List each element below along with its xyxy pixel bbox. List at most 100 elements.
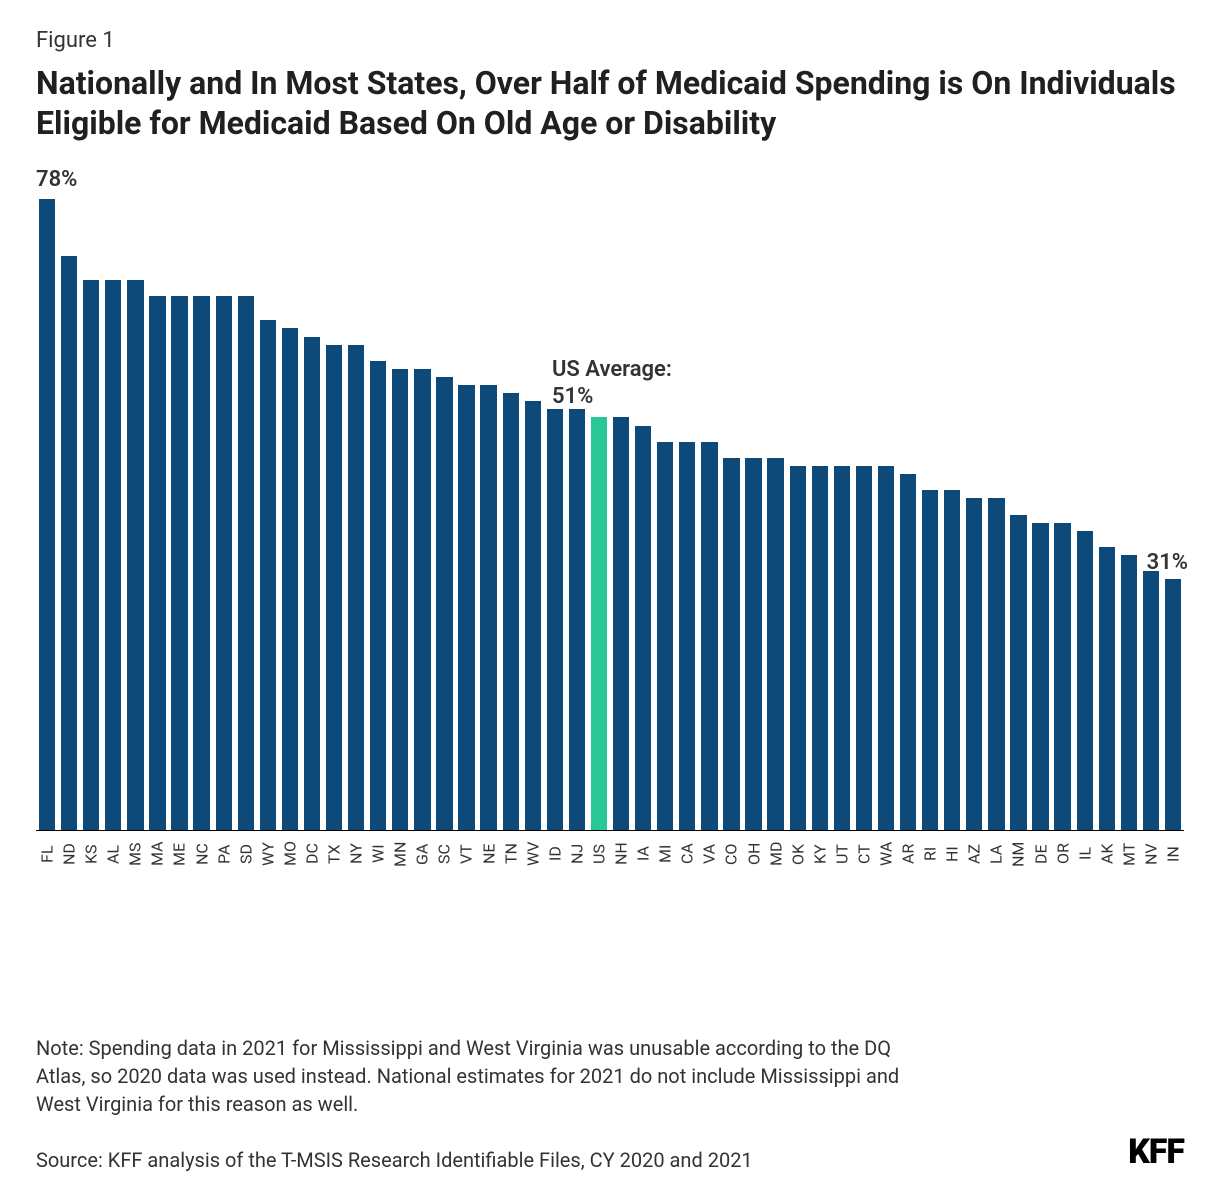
x-tick-label: OH <box>743 837 765 873</box>
bar-slot <box>433 199 455 830</box>
x-tick-label: KY <box>809 837 831 873</box>
bar-IN <box>1165 579 1181 830</box>
bar-slot <box>897 199 919 830</box>
bar-slot <box>146 199 168 830</box>
bar-slot <box>367 199 389 830</box>
bar-SD <box>238 296 254 830</box>
x-tick-label: TN <box>500 837 522 873</box>
figure-page: Figure 1 Nationally and In Most States, … <box>0 0 1220 1196</box>
bar-TN <box>503 393 519 830</box>
bar-slot <box>1074 199 1096 830</box>
bar-MA <box>149 296 165 830</box>
bar-OK <box>790 466 806 830</box>
bar-slot <box>787 199 809 830</box>
bar-slot <box>191 199 213 830</box>
bar-slot <box>1140 199 1162 830</box>
x-tick-label: NH <box>610 837 632 873</box>
bar-slot <box>941 199 963 830</box>
x-tick-label: CA <box>676 837 698 873</box>
x-tick-label: WI <box>367 837 389 873</box>
x-tick-label: PA <box>213 837 235 873</box>
x-tick-label: OK <box>787 837 809 873</box>
bar-MS <box>127 280 143 830</box>
x-tick-label: DC <box>301 837 323 873</box>
x-tick-label: NM <box>1007 837 1029 873</box>
bar-NC <box>193 296 209 830</box>
x-tick-label: VA <box>698 837 720 873</box>
bar-slot <box>124 199 146 830</box>
x-tick-label: GA <box>411 837 433 873</box>
x-tick-label: UT <box>831 837 853 873</box>
x-tick-label: ME <box>168 837 190 873</box>
x-tick-label: TX <box>323 837 345 873</box>
bar-slot <box>80 199 102 830</box>
bar-slot <box>345 199 367 830</box>
bar-slot <box>102 199 124 830</box>
bar-slot <box>698 199 720 830</box>
bar-slot <box>36 199 58 830</box>
bar-slot <box>544 199 566 830</box>
bar-slot <box>875 199 897 830</box>
bar-slot <box>588 199 610 830</box>
bar-MI <box>657 442 673 830</box>
bar-NH <box>613 417 629 830</box>
bar-ND <box>61 256 77 830</box>
bar-RI <box>922 490 938 830</box>
bar-chart: 78% US Average: 51% 31% <box>36 171 1184 831</box>
bar-OR <box>1054 523 1070 830</box>
bar-ME <box>171 296 187 830</box>
bar-slot <box>257 199 279 830</box>
figure-label: Figure 1 <box>36 28 1184 53</box>
bar-MT <box>1121 555 1137 830</box>
x-tick-label: NC <box>191 837 213 873</box>
bar-MO <box>282 328 298 830</box>
bar-OH <box>745 458 761 830</box>
x-tick-label: AZ <box>963 837 985 873</box>
bar-slot <box>765 199 787 830</box>
bar-slot <box>632 199 654 830</box>
bar-DC <box>304 337 320 830</box>
bar-NM <box>1010 515 1026 831</box>
x-tick-label: WA <box>875 837 897 873</box>
bar-slot <box>919 199 941 830</box>
bar-slot <box>168 199 190 830</box>
x-tick-label: MD <box>765 837 787 873</box>
bar-WV <box>525 401 541 830</box>
x-tick-label: MT <box>1118 837 1140 873</box>
x-tick-label: IL <box>1074 837 1096 873</box>
x-tick-label: AK <box>1096 837 1118 873</box>
bar-slot <box>566 199 588 830</box>
bar-MN <box>392 369 408 830</box>
bar-GA <box>414 369 430 830</box>
x-tick-label: MS <box>124 837 146 873</box>
x-tick-label: MI <box>654 837 676 873</box>
bar-IL <box>1077 531 1093 830</box>
x-tick-label: US <box>588 837 610 873</box>
x-tick-label: SC <box>433 837 455 873</box>
bar-NJ <box>569 409 585 830</box>
x-tick-label: RI <box>919 837 941 873</box>
x-tick-label: VT <box>455 837 477 873</box>
bar-slot <box>1052 199 1074 830</box>
bar-slot <box>610 199 632 830</box>
bar-AK <box>1099 547 1115 830</box>
bar-AR <box>900 474 916 830</box>
x-tick-label: WV <box>522 837 544 873</box>
x-tick-label: IN <box>1162 837 1184 873</box>
bar-KY <box>812 466 828 830</box>
x-tick-label: SD <box>235 837 257 873</box>
x-tick-label: DE <box>1030 837 1052 873</box>
bar-WY <box>260 320 276 830</box>
bar-slot <box>522 199 544 830</box>
x-tick-label: NJ <box>566 837 588 873</box>
bar-VA <box>701 442 717 830</box>
bar-WA <box>878 466 894 830</box>
bar-slot <box>235 199 257 830</box>
bar-NY <box>348 345 364 830</box>
x-tick-label: AL <box>102 837 124 873</box>
bar-VT <box>458 385 474 830</box>
bar-slot <box>654 199 676 830</box>
footnote: Note: Spending data in 2021 for Mississi… <box>36 1034 916 1118</box>
x-tick-label: NE <box>478 837 500 873</box>
bar-slot <box>985 199 1007 830</box>
